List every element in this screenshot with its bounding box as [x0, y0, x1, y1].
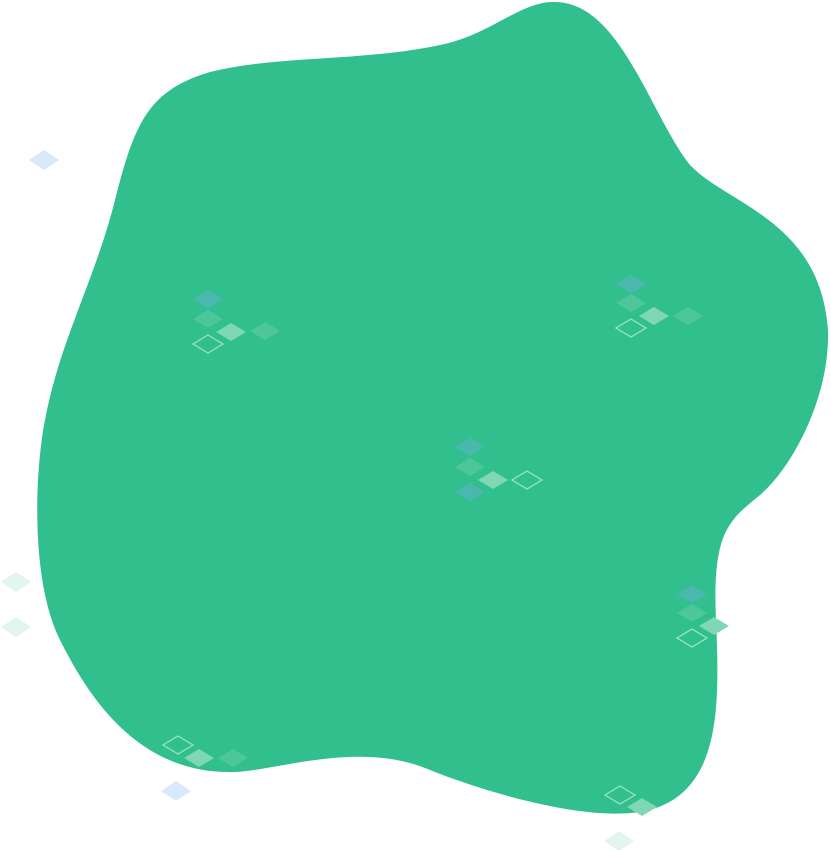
diamond-tile-icon [455, 483, 485, 501]
diamond-tile-icon [1, 617, 31, 637]
diamond-tile-icon [616, 275, 646, 293]
diamond-tile-icon [193, 290, 223, 308]
diamond-outline-icon [614, 318, 648, 338]
diamond-tile-icon [455, 438, 485, 456]
diamond-tile-icon [639, 307, 669, 325]
tile-cluster-bottom-left [161, 735, 248, 767]
diamond-tile-icon [1, 572, 31, 592]
tile-cluster-right-lower [675, 585, 729, 648]
diamond-tile-icon [478, 471, 508, 489]
diamond-tile-icon [604, 831, 634, 850]
diamond-tile-icon [250, 322, 280, 340]
diamond-outline-icon [161, 735, 195, 755]
diamond-tile-icon [455, 458, 485, 476]
tile-cluster-center [455, 438, 544, 501]
diamond-tile-icon [677, 604, 707, 622]
diamond-outline-icon [191, 334, 225, 354]
diamond-tile-icon [699, 617, 729, 635]
diamond-outline-icon [675, 628, 709, 648]
tile-cluster-right-upper [614, 275, 703, 338]
diamond-tile-icon [193, 310, 223, 328]
diamond-tile-icon [616, 294, 646, 312]
diamond-tile-icon [677, 585, 707, 603]
diamond-tile-icon [673, 307, 703, 325]
diamond-tile-icon [216, 323, 246, 341]
diamond-tile-icon [627, 798, 657, 816]
diamond-tile-icon [184, 749, 214, 767]
diamond-tile-icon [218, 749, 248, 767]
diamond-tile-icon [29, 150, 59, 170]
blob-shape [37, 1, 829, 814]
diamond-outline-icon [510, 470, 544, 490]
tile-cluster-bottom-right [603, 785, 657, 816]
diamond-outline-icon [603, 785, 637, 805]
tile-cluster-left [191, 290, 280, 354]
diamond-tile-icon [161, 781, 191, 801]
